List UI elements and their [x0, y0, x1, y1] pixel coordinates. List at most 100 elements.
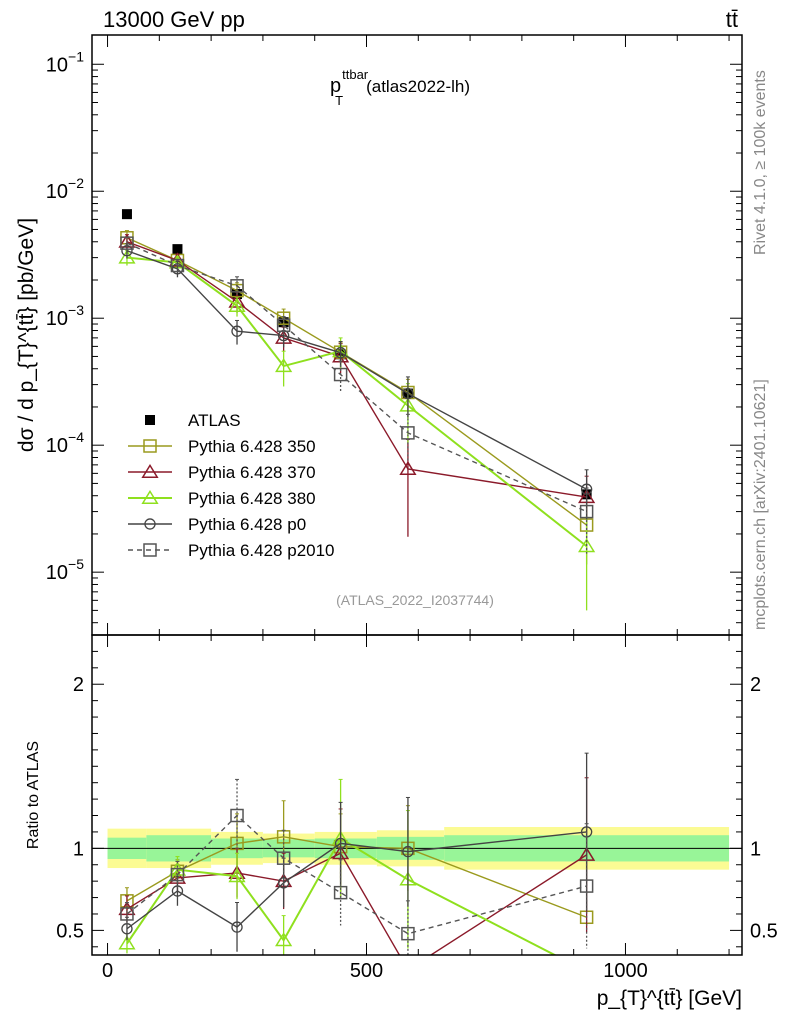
- legend-marker: [144, 518, 156, 530]
- y-tick-exponent: −1: [68, 48, 84, 64]
- ratio-series-pythia_370: [118, 777, 596, 975]
- data-point-pythia_p2010: [276, 318, 291, 333]
- y-tick-base: 10: [46, 181, 68, 203]
- ratio-point-pythia_p0: [277, 877, 290, 889]
- ratio-point-pythia_p2010: [333, 885, 348, 900]
- ratio-plot-area: [118, 752, 596, 977]
- x-tick-label: 1000: [603, 960, 648, 982]
- energy-label: 13000 GeV pp: [103, 7, 245, 32]
- x-axis-title: p_{T}^{tt̄} [GeV]: [597, 987, 742, 1010]
- x-tick-label: 0: [102, 960, 113, 982]
- ratio-uncertainty-bands: [92, 827, 742, 870]
- ratio-point-pythia_p0: [231, 921, 243, 933]
- series-line-pythia_p2010: [126, 242, 587, 513]
- data-point-pythia_350: [276, 311, 291, 325]
- data-point-pythia_380: [118, 249, 136, 264]
- ratio-y-tick-label-right: 1: [750, 838, 761, 860]
- legend-label: Pythia 6.428 350: [188, 437, 316, 456]
- data-point-pythia_p0: [580, 483, 593, 495]
- legend-label: Pythia 6.428 p0: [188, 515, 306, 534]
- ratio-y-axis-title: Ratio to ATLAS: [25, 741, 42, 849]
- ratio-point-pythia_p2010: [120, 907, 134, 921]
- plot-title: pttbar T (atlas2022-lh): [330, 67, 470, 108]
- data-point-pythia_p2010: [170, 258, 185, 273]
- data-point-data: [172, 244, 183, 255]
- legend-entry-pythia_p0: Pythia 6.428 p0: [128, 515, 306, 534]
- rivet-version-label: Rivet 4.1.0, ≥ 100k events: [752, 70, 769, 255]
- ratio-y-tick-label-right: 0.5: [750, 920, 778, 942]
- ratio-y-tick-label: 1: [73, 838, 84, 860]
- ratio-point-pythia_380: [228, 868, 246, 883]
- legend-marker: [141, 463, 159, 479]
- ratio-series-pythia_380: [118, 778, 594, 977]
- title-suffix: (atlas2022-lh): [366, 77, 470, 96]
- y-tick-exponent: −2: [68, 175, 84, 191]
- data-point-pythia_380: [228, 297, 246, 312]
- y-tick-exponent: −3: [68, 302, 84, 318]
- data-point-pythia_p0: [334, 347, 347, 359]
- y-tick-base: 10: [46, 562, 68, 584]
- main-y-axis-title: dσ / d p_{T}^{tt̄} [pb/GeV]: [15, 218, 38, 452]
- analysis-label: (ATLAS_2022_I2037744): [336, 592, 494, 608]
- main-plot-area: [118, 209, 596, 611]
- legend-label: Pythia 6.428 370: [188, 463, 316, 482]
- ratio-point-pythia_p2010: [170, 867, 185, 882]
- ratio-point-pythia_p2010: [230, 808, 244, 823]
- ratio-point-pythia_p2010: [579, 879, 594, 893]
- ratio-point-pythia_380: [118, 935, 136, 950]
- data-point-pythia_p2010: [230, 279, 244, 293]
- series-pythia_p2010: [120, 236, 594, 554]
- series-line-pythia_370: [126, 241, 587, 498]
- y-tick-label: 10−2: [46, 175, 84, 203]
- ratio-point-pythia_p2010: [276, 851, 291, 865]
- data-point-pythia_p2010: [579, 504, 594, 519]
- ratio-series-pythia_p0: [121, 752, 593, 952]
- data-point-pythia_p2010: [120, 236, 134, 250]
- legend-entry-pythia_380: Pythia 6.428 380: [128, 489, 316, 508]
- ratio-y-tick-label: 2: [73, 674, 84, 696]
- y-tick-base: 10: [46, 435, 68, 457]
- legend-entry-pythia_370: Pythia 6.428 370: [128, 463, 316, 482]
- legend-label: Pythia 6.428 p2010: [188, 541, 335, 560]
- legend-marker: [141, 489, 159, 505]
- legend-entry-data: ATLAS: [145, 411, 241, 430]
- ratio-series-pythia_p2010: [120, 778, 594, 955]
- y-tick-base: 10: [46, 54, 68, 76]
- legend-marker: [143, 439, 157, 453]
- data-point-pythia_370: [399, 460, 417, 475]
- ratio-point-pythia_p0: [334, 837, 347, 850]
- ratio-y-tick-label: 0.5: [56, 920, 84, 942]
- legend-marker: [145, 415, 155, 425]
- y-tick-base: 10: [46, 308, 68, 330]
- mcplots-label: mcplots.cern.ch [arXiv:2401.10621]: [752, 379, 769, 630]
- data-point-pythia_380: [275, 358, 293, 373]
- legend-entry-pythia_p2010: Pythia 6.428 p2010: [128, 541, 335, 560]
- y-tick-exponent: −4: [68, 429, 84, 445]
- y-tick-label: 10−1: [46, 48, 84, 76]
- y-tick-label: 10−3: [46, 302, 84, 330]
- y-tick-label: 10−4: [46, 429, 84, 457]
- ratio-y-tick-label-right: 2: [750, 674, 761, 696]
- legend: ATLAS Pythia 6.428 350 Pythia 6.428 370 Pyt…: [128, 411, 335, 560]
- title-main: p: [330, 75, 341, 97]
- data-point-pythia_p0: [231, 325, 243, 337]
- ratio-point-pythia_380: [579, 965, 594, 977]
- title-subscript: T: [335, 93, 343, 108]
- data-point-pythia_p2010: [333, 367, 348, 382]
- ratio-point-pythia_370: [401, 963, 416, 975]
- y-tick-label: 10−5: [46, 556, 84, 584]
- data-point-data: [121, 209, 132, 220]
- title-superscript: ttbar: [342, 67, 369, 82]
- process-label: tt̄: [726, 7, 738, 32]
- x-tick-label: 500: [350, 960, 383, 982]
- ratio-point-pythia_p2010: [401, 926, 415, 941]
- data-point-pythia_380: [578, 538, 596, 553]
- legend-label: ATLAS: [188, 411, 241, 430]
- legend-marker: [143, 543, 157, 557]
- legend-entry-pythia_350: Pythia 6.428 350: [128, 437, 316, 456]
- ratio-point-pythia_p0: [402, 845, 414, 858]
- data-point-pythia_p2010: [401, 426, 415, 440]
- ratio-point-pythia_380: [275, 932, 293, 947]
